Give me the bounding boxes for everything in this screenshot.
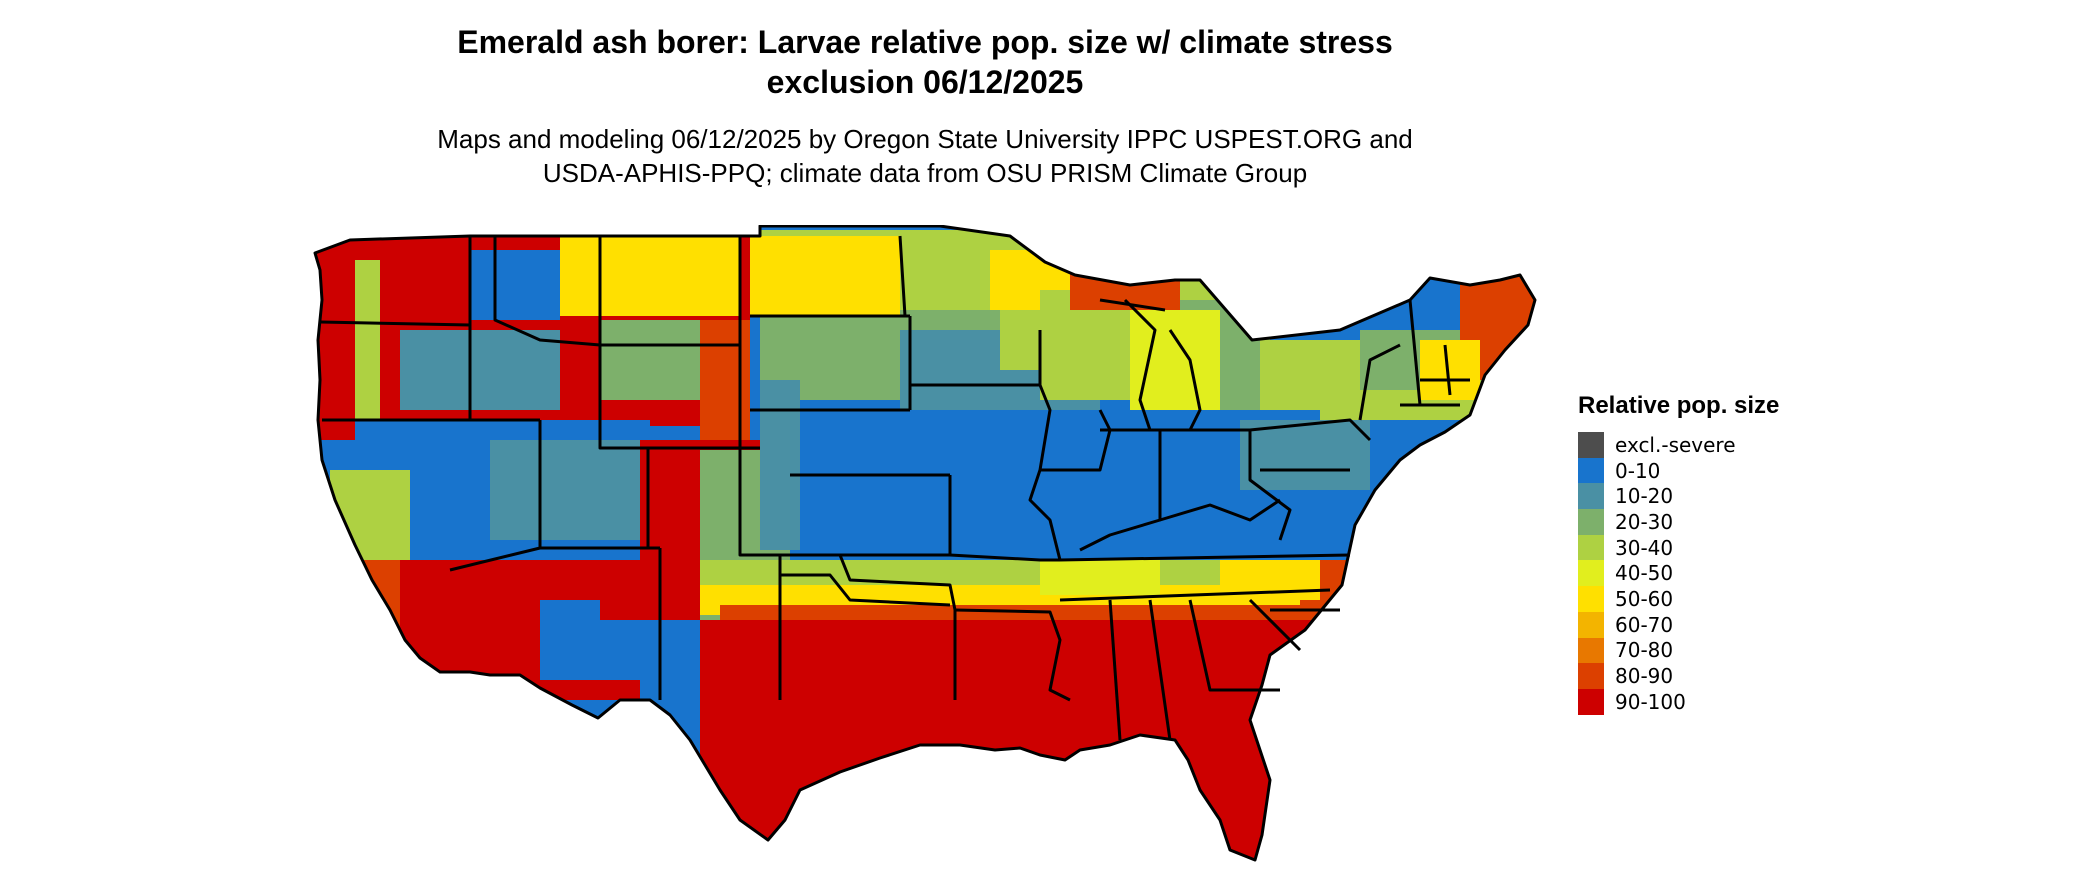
- legend-item: 70-80: [1578, 637, 1779, 664]
- legend-label: 10-20: [1615, 484, 1674, 509]
- legend-item: 50-60: [1578, 586, 1779, 612]
- legend-item: 90-100: [1578, 688, 1779, 715]
- legend-item: 30-40: [1578, 534, 1779, 561]
- legend-swatch: [1578, 663, 1604, 689]
- legend-item: 60-70: [1578, 611, 1779, 638]
- legend-swatch: [1578, 688, 1604, 715]
- map-subtitle-line-2: USDA-APHIS-PPQ; climate data from OSU PR…: [542, 158, 1308, 188]
- legend-swatch: [1578, 611, 1604, 638]
- map-title-line-1: Emerald ash borer: Larvae relative pop. …: [457, 24, 1393, 60]
- map-subtitle-line-1: Maps and modeling 06/12/2025 by Oregon S…: [437, 124, 1413, 154]
- map-fill: [315, 226, 1535, 860]
- legend-item: 0-10: [1578, 457, 1779, 484]
- legend-swatch: [1578, 432, 1604, 458]
- legend-label: 50-60: [1615, 586, 1674, 611]
- legend-swatch: [1578, 560, 1604, 587]
- map-title: Emerald ash borer: Larvae relative pop. …: [0, 22, 1850, 102]
- legend-swatch: [1578, 509, 1604, 535]
- legend-label: excl.-severe: [1615, 432, 1736, 457]
- legend-item: 20-30: [1578, 509, 1779, 535]
- legend-label: 90-100: [1615, 689, 1686, 714]
- legend-item: 80-90: [1578, 663, 1779, 689]
- map-legend: Relative pop. size excl.-severe 0-10 10-20…: [1578, 392, 1779, 715]
- map-subtitle: Maps and modeling 06/12/2025 by Oregon S…: [0, 122, 1850, 190]
- legend-label: 80-90: [1615, 664, 1674, 689]
- state-borders: [313, 225, 1537, 862]
- map-title-line-2: exclusion 06/12/2025: [766, 64, 1084, 100]
- legend-swatch: [1578, 483, 1604, 510]
- legend-swatch: [1578, 637, 1604, 664]
- legend-swatch: [1578, 457, 1604, 484]
- legend-item: 40-50: [1578, 560, 1779, 587]
- legend-item: excl.-severe: [1578, 432, 1779, 458]
- us-map: [313, 225, 1537, 862]
- legend-label: 70-80: [1615, 638, 1674, 663]
- legend-label: 0-10: [1615, 458, 1661, 483]
- legend-title: Relative pop. size: [1578, 392, 1780, 419]
- legend-label: 20-30: [1615, 509, 1674, 534]
- legend-items: excl.-severe 0-10 10-20 20-30 30-40 40-50 50-6…: [1578, 432, 1779, 715]
- legend-label: 60-70: [1615, 612, 1674, 637]
- legend-swatch: [1578, 586, 1604, 612]
- legend-label: 40-50: [1615, 561, 1674, 586]
- legend-swatch: [1578, 534, 1604, 561]
- legend-item: 10-20: [1578, 483, 1779, 510]
- legend-label: 30-40: [1615, 535, 1674, 560]
